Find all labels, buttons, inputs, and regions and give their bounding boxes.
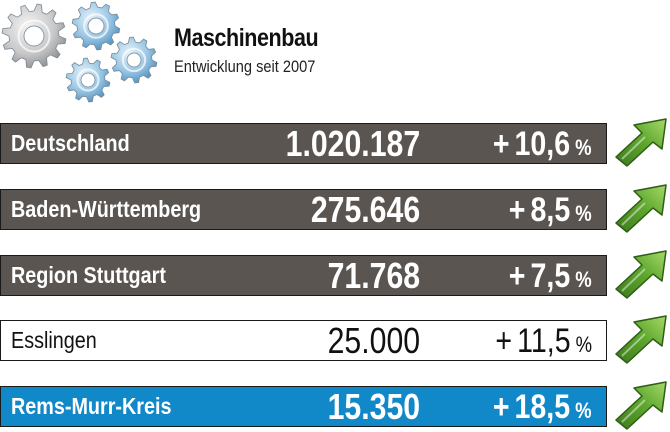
- arrow-up-right-icon: [615, 250, 667, 299]
- row-value: 71.768: [327, 255, 420, 296]
- gear-hole: [23, 25, 45, 47]
- row-value: 1.020.187: [285, 123, 420, 164]
- table-row: Baden-Württemberg 275.646 +8,5%: [0, 189, 607, 230]
- row-change: +18,5%: [493, 387, 592, 426]
- percent-unit: %: [575, 135, 592, 160]
- change-value: 10,6: [514, 125, 571, 163]
- row-label: Rems-Murr-Kreis: [11, 393, 172, 419]
- table-row: Rems-Murr-Kreis 15.350 +18,5%: [0, 386, 607, 427]
- percent-unit: %: [575, 398, 592, 423]
- percent-unit: %: [575, 332, 592, 357]
- table-row: Deutschland 1.020.187 +10,6%: [0, 123, 607, 164]
- arrow-up-right-icon: [615, 118, 667, 167]
- gear-ring: [121, 47, 147, 73]
- row-label: Region Stuttgart: [11, 262, 166, 288]
- gear-ring: [76, 68, 100, 92]
- arrow-up-right-icon: [615, 315, 667, 364]
- change-sign: +: [509, 191, 526, 229]
- row-change: +7,5%: [509, 256, 592, 295]
- change-value: 8,5: [530, 191, 571, 229]
- percent-unit: %: [575, 201, 592, 226]
- change-sign: +: [493, 125, 510, 163]
- gears-icon: [1, 1, 158, 103]
- row-label: Esslingen: [11, 327, 97, 353]
- gear-hole: [87, 17, 105, 35]
- change-sign: +: [493, 388, 510, 426]
- page-subtitle: Entwicklung seit 2007: [174, 57, 316, 76]
- change-value: 11,5: [517, 322, 571, 360]
- gear-hole: [80, 72, 96, 88]
- row-change: +11,5%: [495, 321, 592, 360]
- change-value: 18,5: [514, 388, 571, 426]
- change-sign: +: [495, 322, 513, 360]
- gear-ring: [17, 19, 51, 53]
- arrow-up-right-icon: [615, 381, 667, 430]
- table-row: Region Stuttgart 71.768 +7,5%: [0, 255, 607, 296]
- arrow-up-right-icon: [615, 184, 667, 233]
- header: Maschinenbau Entwicklung seit 2007: [0, 0, 670, 110]
- percent-unit: %: [575, 267, 592, 292]
- change-sign: +: [509, 257, 526, 295]
- title-block: Maschinenbau Entwicklung seit 2007: [174, 24, 342, 78]
- row-label: Baden-Württemberg: [11, 196, 202, 222]
- row-change: +8,5%: [509, 190, 592, 229]
- row-value: 15.350: [327, 386, 420, 427]
- row-change: +10,6%: [493, 124, 592, 163]
- gear-hole: [126, 52, 142, 68]
- gear-ring: [83, 13, 109, 39]
- page-title: Maschinenbau: [174, 24, 319, 52]
- row-label: Deutschland: [11, 130, 130, 156]
- row-value: 275.646: [310, 189, 420, 230]
- row-value: 25.000: [327, 320, 420, 361]
- change-value: 7,5: [530, 257, 571, 295]
- table-row: Esslingen 25.000 +11,5%: [0, 320, 607, 361]
